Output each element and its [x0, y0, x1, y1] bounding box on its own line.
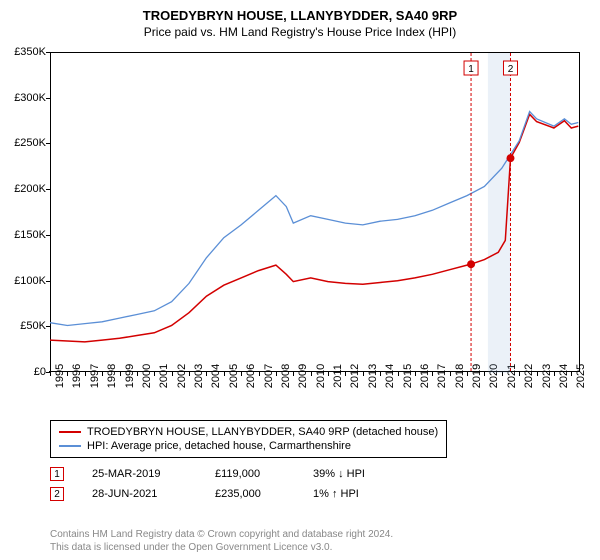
x-tick [102, 372, 103, 376]
chart-subtitle: Price paid vs. HM Land Registry's House … [0, 23, 600, 39]
x-tick [172, 372, 173, 376]
legend-row: TROEDYBRYN HOUSE, LLANYBYDDER, SA40 9RP … [59, 425, 438, 439]
x-tick [137, 372, 138, 376]
y-tick-label: £200K [2, 183, 46, 195]
transaction-date: 28-JUN-2021 [92, 488, 187, 500]
transaction-delta: 1% ↑ HPI [313, 488, 403, 500]
transaction-price: £235,000 [215, 488, 285, 500]
legend: TROEDYBRYN HOUSE, LLANYBYDDER, SA40 9RP … [50, 420, 447, 458]
legend-label: HPI: Average price, detached house, Carm… [87, 440, 351, 452]
x-tick [484, 372, 485, 376]
x-tick [67, 372, 68, 376]
y-tick-label: £350K [2, 46, 46, 58]
x-tick [398, 372, 399, 376]
y-tick-label: £300K [2, 92, 46, 104]
y-tick-label: £250K [2, 137, 46, 149]
x-tick [467, 372, 468, 376]
legend-row: HPI: Average price, detached house, Carm… [59, 439, 438, 453]
footer-text: Contains HM Land Registry data © Crown c… [50, 529, 393, 554]
x-tick [554, 372, 555, 376]
footer-line2: This data is licensed under the Open Gov… [50, 542, 393, 555]
x-tick [432, 372, 433, 376]
transaction-marker: 1 [50, 467, 64, 481]
x-tick [345, 372, 346, 376]
transaction-table: 1 25-MAR-2019 £119,000 39% ↓ HPI 2 28-JUN-202… [50, 464, 403, 504]
x-tick [241, 372, 242, 376]
x-tick [311, 372, 312, 376]
x-tick [206, 372, 207, 376]
plot-area: 12 [50, 52, 580, 372]
chart-container: TROEDYBRYN HOUSE, LLANYBYDDER, SA40 9RP … [0, 0, 600, 560]
x-tick [380, 372, 381, 376]
x-tick [276, 372, 277, 376]
footer-line1: Contains HM Land Registry data © Crown c… [50, 529, 393, 542]
x-tick [537, 372, 538, 376]
event-marker: 1 [464, 61, 478, 75]
x-tick [120, 372, 121, 376]
transaction-delta: 39% ↓ HPI [313, 468, 403, 480]
transaction-row: 2 28-JUN-2021 £235,000 1% ↑ HPI [50, 484, 403, 504]
svg-text:2: 2 [508, 64, 514, 75]
x-tick [328, 372, 329, 376]
x-tick [224, 372, 225, 376]
legend-label: TROEDYBRYN HOUSE, LLANYBYDDER, SA40 9RP … [87, 426, 438, 438]
y-tick-label: £50K [2, 320, 46, 332]
event-marker: 2 [503, 61, 517, 75]
y-tick-label: £0 [2, 366, 46, 378]
x-tick [154, 372, 155, 376]
transaction-date: 25-MAR-2019 [92, 468, 187, 480]
legend-swatch [59, 445, 81, 447]
x-tick [189, 372, 190, 376]
event-point [506, 154, 514, 162]
legend-swatch [59, 431, 81, 433]
x-tick [363, 372, 364, 376]
x-tick [85, 372, 86, 376]
x-tick [519, 372, 520, 376]
transaction-row: 1 25-MAR-2019 £119,000 39% ↓ HPI [50, 464, 403, 484]
transaction-marker: 2 [50, 487, 64, 501]
x-tick [415, 372, 416, 376]
event-point [467, 260, 475, 268]
x-tick [293, 372, 294, 376]
y-tick-label: £150K [2, 229, 46, 241]
x-tick [259, 372, 260, 376]
chart-title: TROEDYBRYN HOUSE, LLANYBYDDER, SA40 9RP [0, 0, 600, 23]
x-tick [450, 372, 451, 376]
transaction-price: £119,000 [215, 468, 285, 480]
y-tick-label: £100K [2, 275, 46, 287]
chart-svg: 12 [50, 53, 579, 372]
svg-text:1: 1 [468, 64, 474, 75]
x-tick [571, 372, 572, 376]
